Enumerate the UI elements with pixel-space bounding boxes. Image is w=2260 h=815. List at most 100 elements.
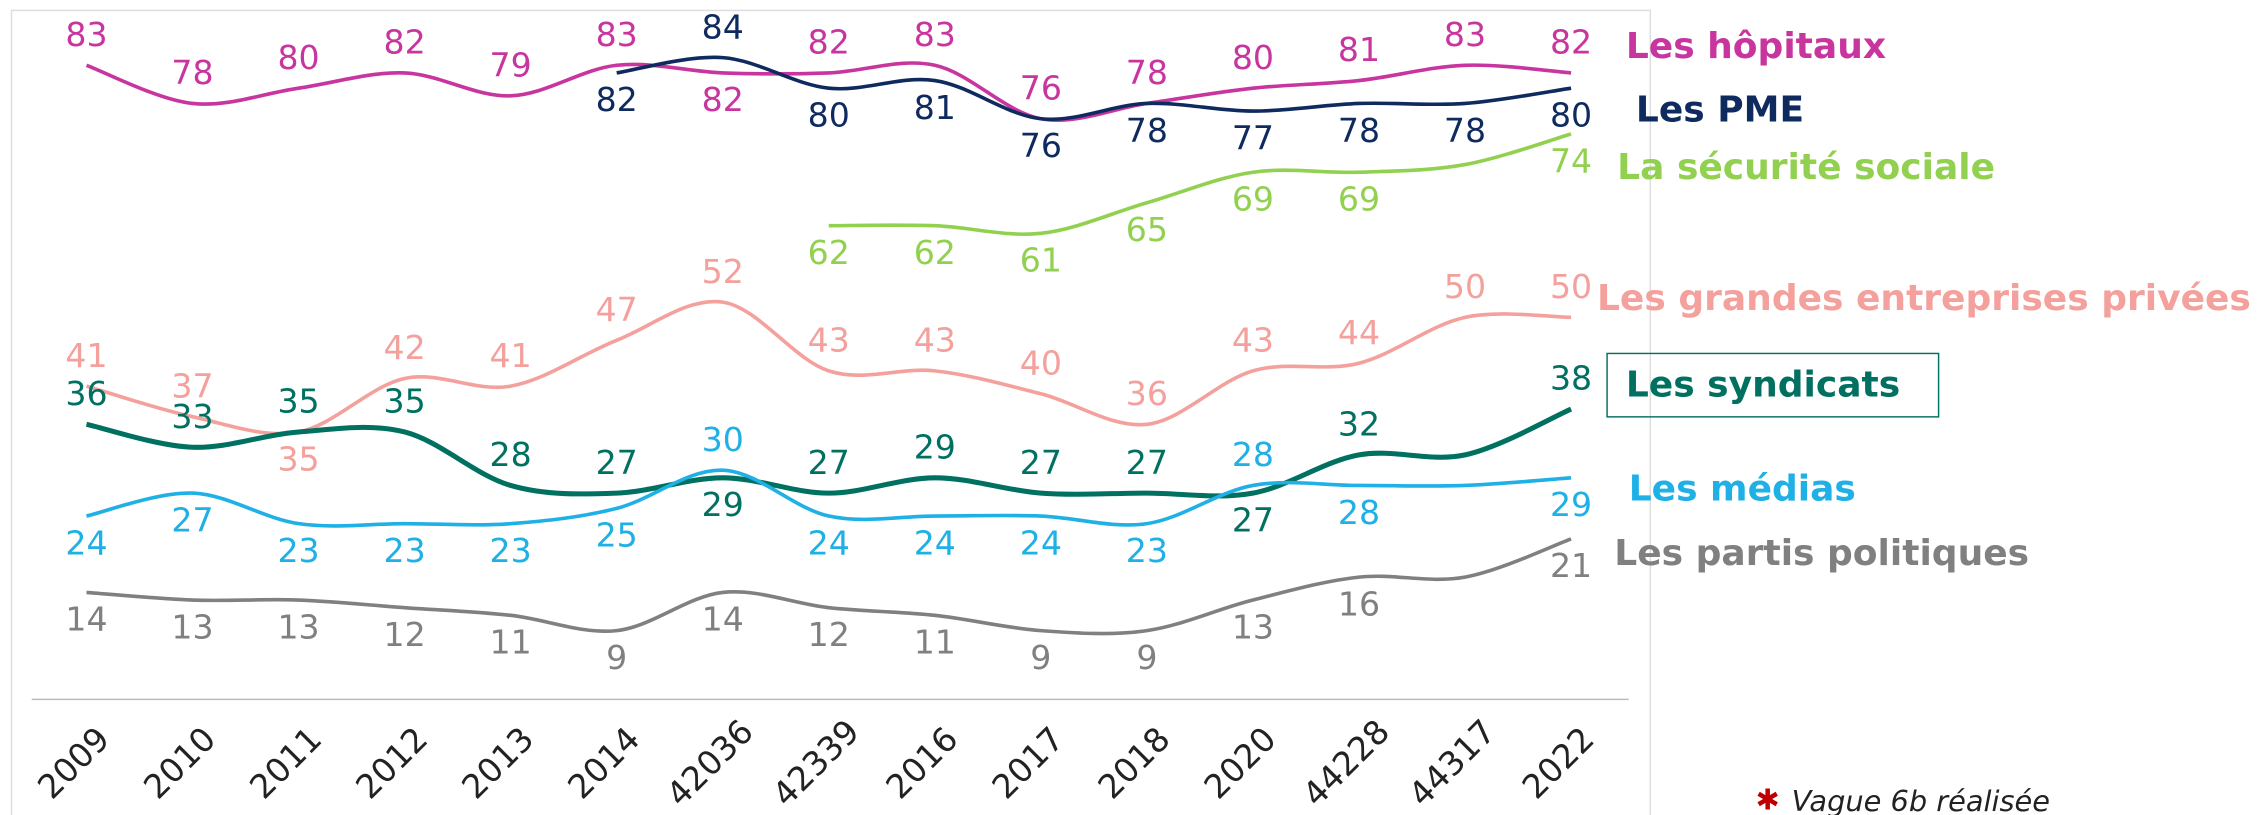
value-label: 83 bbox=[914, 15, 956, 54]
series-line bbox=[616, 55, 1572, 122]
value-label: 80 bbox=[1550, 96, 1592, 135]
series-line bbox=[85, 299, 1572, 436]
value-label: 82 bbox=[384, 23, 426, 62]
value-label: 81 bbox=[1338, 30, 1380, 69]
x-tick-label: 2020 bbox=[1196, 719, 1283, 806]
value-label: 77 bbox=[1232, 118, 1274, 157]
value-label: 84 bbox=[702, 7, 744, 46]
x-tick-label: 2012 bbox=[348, 719, 435, 806]
value-label: 12 bbox=[808, 615, 850, 654]
value-label: 32 bbox=[1338, 405, 1380, 444]
legend-label: Les hôpitaux bbox=[1626, 26, 1886, 67]
footnote-star: ✱ bbox=[1756, 783, 1780, 815]
value-label: 24 bbox=[914, 523, 956, 562]
value-label: 79 bbox=[490, 45, 532, 84]
x-tick-label: 2017 bbox=[984, 719, 1071, 806]
value-label: 25 bbox=[596, 516, 638, 555]
x-tick-label: 2016 bbox=[878, 719, 965, 806]
value-label: 69 bbox=[1338, 180, 1380, 219]
x-tick-label: 44228 bbox=[1295, 712, 1397, 814]
value-label: 42 bbox=[384, 328, 426, 367]
x-tick-label: 2011 bbox=[242, 719, 329, 806]
footnote: Vague 6b réalisée bbox=[1792, 784, 2050, 815]
value-label: 23 bbox=[490, 531, 532, 570]
value-label: 30 bbox=[702, 420, 744, 459]
value-label: 78 bbox=[1338, 111, 1380, 150]
x-tick-label: 2022 bbox=[1514, 719, 1601, 806]
value-label: 80 bbox=[1232, 38, 1274, 77]
value-label: 82 bbox=[1550, 23, 1592, 62]
value-label: 13 bbox=[1232, 607, 1274, 646]
series-line bbox=[86, 468, 1572, 528]
value-label: 27 bbox=[1126, 443, 1168, 482]
value-label: 44 bbox=[1338, 313, 1380, 352]
legend-label: La sécurité sociale bbox=[1617, 147, 1995, 188]
value-label: 13 bbox=[171, 607, 213, 646]
value-label: 83 bbox=[596, 15, 638, 54]
value-label: 50 bbox=[1550, 267, 1592, 306]
value-label: 16 bbox=[1338, 584, 1380, 623]
series-line bbox=[86, 537, 1572, 636]
value-label: 74 bbox=[1550, 141, 1592, 180]
value-label: 36 bbox=[65, 374, 107, 413]
value-label: 13 bbox=[277, 607, 319, 646]
value-label: 41 bbox=[65, 336, 107, 375]
legend-label: Les syndicats bbox=[1626, 365, 1900, 406]
value-label: 47 bbox=[596, 290, 638, 329]
value-label: 9 bbox=[606, 638, 627, 677]
value-label: 83 bbox=[1444, 15, 1486, 54]
value-label: 24 bbox=[65, 523, 107, 562]
value-label: 27 bbox=[1232, 500, 1274, 539]
legend-label: Les PME bbox=[1636, 89, 1804, 130]
x-tick-label: 2014 bbox=[560, 719, 647, 806]
x-tick-label: 2010 bbox=[136, 719, 223, 806]
value-label: 82 bbox=[702, 80, 744, 119]
series-line bbox=[85, 61, 1572, 122]
value-label: 69 bbox=[1232, 180, 1274, 219]
value-label: 43 bbox=[1232, 321, 1274, 360]
x-tick-label: 2013 bbox=[454, 719, 541, 806]
value-label: 9 bbox=[1030, 638, 1051, 677]
value-label: 27 bbox=[171, 500, 213, 539]
x-tick-label: 42339 bbox=[765, 712, 867, 814]
legend-label: Les partis politiques bbox=[1614, 533, 2029, 574]
value-label: 11 bbox=[914, 623, 956, 662]
value-label: 35 bbox=[384, 382, 426, 421]
plot-frame bbox=[10, 9, 1652, 815]
value-label: 29 bbox=[702, 485, 744, 524]
value-label: 27 bbox=[596, 443, 638, 482]
value-label: 28 bbox=[490, 435, 532, 474]
value-label: 76 bbox=[1020, 68, 1062, 107]
value-label: 80 bbox=[277, 38, 319, 77]
value-label: 23 bbox=[277, 531, 319, 570]
value-label: 14 bbox=[702, 600, 744, 639]
value-label: 78 bbox=[1126, 111, 1168, 150]
value-label: 24 bbox=[1020, 523, 1062, 562]
value-label: 76 bbox=[1020, 126, 1062, 165]
value-label: 78 bbox=[1126, 53, 1168, 92]
value-label: 23 bbox=[384, 531, 426, 570]
value-label: 81 bbox=[914, 88, 956, 127]
value-label: 62 bbox=[914, 233, 956, 272]
value-label: 37 bbox=[171, 366, 213, 405]
value-label: 11 bbox=[490, 623, 532, 662]
value-label: 80 bbox=[808, 96, 850, 135]
value-label: 21 bbox=[1550, 546, 1592, 585]
value-label: 78 bbox=[1444, 111, 1486, 150]
value-label: 29 bbox=[1550, 485, 1592, 524]
value-label: 82 bbox=[808, 23, 850, 62]
value-label: 28 bbox=[1232, 435, 1274, 474]
value-label: 9 bbox=[1136, 638, 1157, 677]
value-label: 23 bbox=[1126, 531, 1168, 570]
legend-box bbox=[1606, 352, 1940, 418]
value-label: 27 bbox=[1020, 443, 1062, 482]
value-label: 36 bbox=[1126, 374, 1168, 413]
value-label: 38 bbox=[1550, 359, 1592, 398]
value-label: 41 bbox=[490, 336, 532, 375]
value-label: 43 bbox=[914, 321, 956, 360]
value-label: 43 bbox=[808, 321, 850, 360]
value-label: 29 bbox=[914, 427, 956, 466]
value-label: 78 bbox=[171, 53, 213, 92]
value-label: 40 bbox=[1020, 343, 1062, 382]
